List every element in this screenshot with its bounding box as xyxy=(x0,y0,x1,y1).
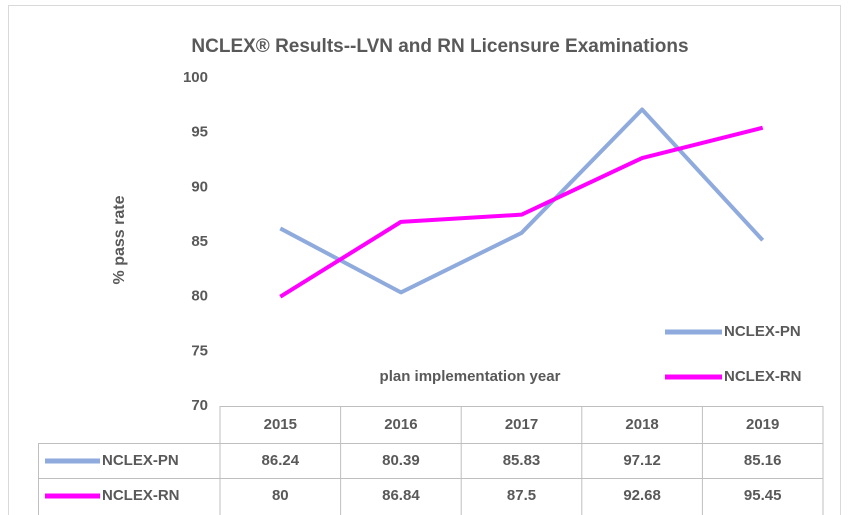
y-axis-label: % pass rate xyxy=(111,195,128,284)
y-tick-label: 75 xyxy=(191,342,208,359)
y-tick-label: 70 xyxy=(191,397,208,414)
annotation: plan implementation year xyxy=(380,368,561,385)
table-value: 80 xyxy=(272,487,289,504)
x-tick-label: 2018 xyxy=(625,416,658,433)
line-series xyxy=(279,125,764,299)
table-value: 85.83 xyxy=(503,452,541,469)
x-tick-label: 2017 xyxy=(505,416,538,433)
legend-label: NCLEX-PN xyxy=(724,323,801,340)
table-row-label: NCLEX-RN xyxy=(102,487,180,504)
y-tick-label: 80 xyxy=(191,288,208,305)
table-value: 95.45 xyxy=(744,487,782,504)
table-value: 80.39 xyxy=(382,452,420,469)
table-value: 92.68 xyxy=(623,487,661,504)
x-tick-label: 2015 xyxy=(264,416,297,433)
y-tick-label: 100 xyxy=(183,69,208,86)
table-value: 87.5 xyxy=(507,487,536,504)
table-row-label: NCLEX-PN xyxy=(102,452,179,469)
x-tick-label: 2016 xyxy=(384,416,417,433)
table-value: 97.12 xyxy=(623,452,661,469)
data-table-lines xyxy=(38,406,823,515)
table-value: 86.24 xyxy=(262,452,300,469)
y-tick-label: 85 xyxy=(191,233,208,250)
table-value: 85.16 xyxy=(744,452,782,469)
chart-border xyxy=(8,5,841,515)
y-tick-label: 90 xyxy=(191,178,208,195)
legend-label: NCLEX-RN xyxy=(724,368,802,385)
chart-title: NCLEX® Results--LVN and RN Licensure Exa… xyxy=(191,36,688,57)
line-series xyxy=(279,107,765,295)
x-tick-label: 2019 xyxy=(746,416,779,433)
table-value: 86.84 xyxy=(382,487,420,504)
y-tick-label: 95 xyxy=(191,124,208,141)
